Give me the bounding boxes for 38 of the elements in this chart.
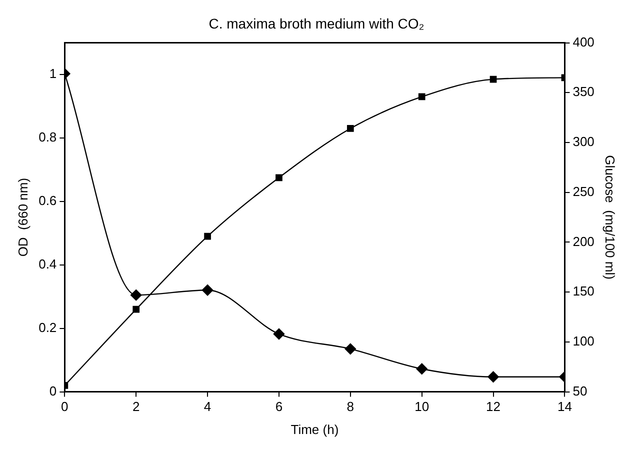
x-tick-label: 0 (61, 399, 68, 414)
x-tick-label: 14 (557, 399, 572, 414)
x-tick-label: 12 (486, 399, 501, 414)
y-axis-title: OD (660 nm) (15, 178, 30, 257)
y-tick-label: 0.8 (38, 130, 57, 145)
y2-tick-label: 400 (572, 34, 594, 50)
y-tick-label: 0 (49, 383, 57, 398)
point (273, 328, 285, 340)
y2-tick-label: 300 (572, 134, 594, 150)
y-tick-label: 1 (49, 66, 57, 82)
point (488, 371, 499, 382)
y2-tick-label: 100 (572, 334, 594, 349)
y2-tick-label: 350 (572, 84, 594, 100)
x-tick-label: 6 (275, 399, 283, 414)
y-tick-label: 0.4 (38, 256, 57, 272)
point (202, 284, 214, 296)
x-tick-label: 2 (132, 399, 140, 414)
x-tick-label: 8 (346, 399, 354, 414)
y-tick-label: 0.2 (38, 320, 57, 335)
x-tick-label: 10 (414, 399, 430, 414)
chart-title: C. maxima broth medium with CO₂ (208, 15, 424, 32)
point (418, 93, 426, 100)
point (204, 232, 211, 240)
y2-tick-label: 150 (572, 284, 594, 299)
point (490, 76, 497, 83)
point (416, 363, 428, 374)
y2-axis-title: Glucose (mg/100 ml) (602, 155, 618, 280)
x-axis-title: Time (h) (290, 422, 339, 437)
point (344, 343, 356, 355)
y2-tick-label: 250 (572, 184, 594, 199)
y2-tick-label: 200 (572, 234, 594, 249)
x-tick-label: 4 (204, 399, 212, 414)
point (132, 306, 140, 313)
point (276, 174, 282, 182)
y-tick-label: 0.6 (38, 193, 57, 208)
point (346, 125, 354, 132)
y2-tick-label: 50 (572, 383, 588, 398)
point (130, 289, 142, 301)
